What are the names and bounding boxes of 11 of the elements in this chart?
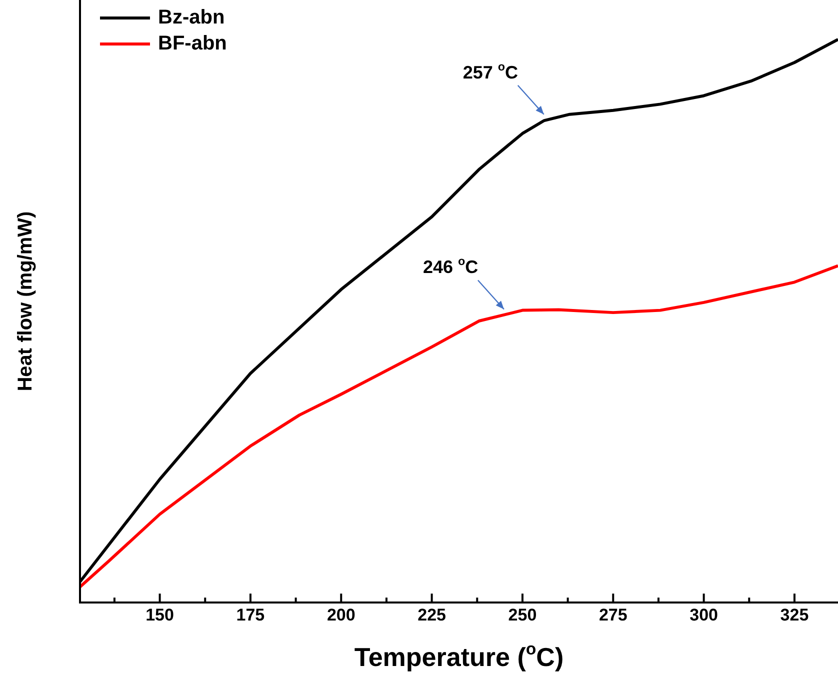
- x-tick-label: 150: [146, 605, 174, 624]
- y-axis-title: Heat flow (mg/mW): [14, 211, 37, 392]
- x-tick-label: 300: [690, 605, 718, 624]
- x-tick-label: 200: [326, 605, 356, 624]
- x-tick-label: 175: [236, 605, 265, 624]
- x-tick-label: 325: [780, 605, 809, 624]
- x-tick-label: 275: [598, 605, 628, 624]
- legend-label: BF-abn: [158, 32, 227, 55]
- x-tick-label: 250: [508, 605, 537, 624]
- legend-label: Bz-abn: [158, 6, 225, 29]
- x-tick-label: 225: [418, 605, 446, 624]
